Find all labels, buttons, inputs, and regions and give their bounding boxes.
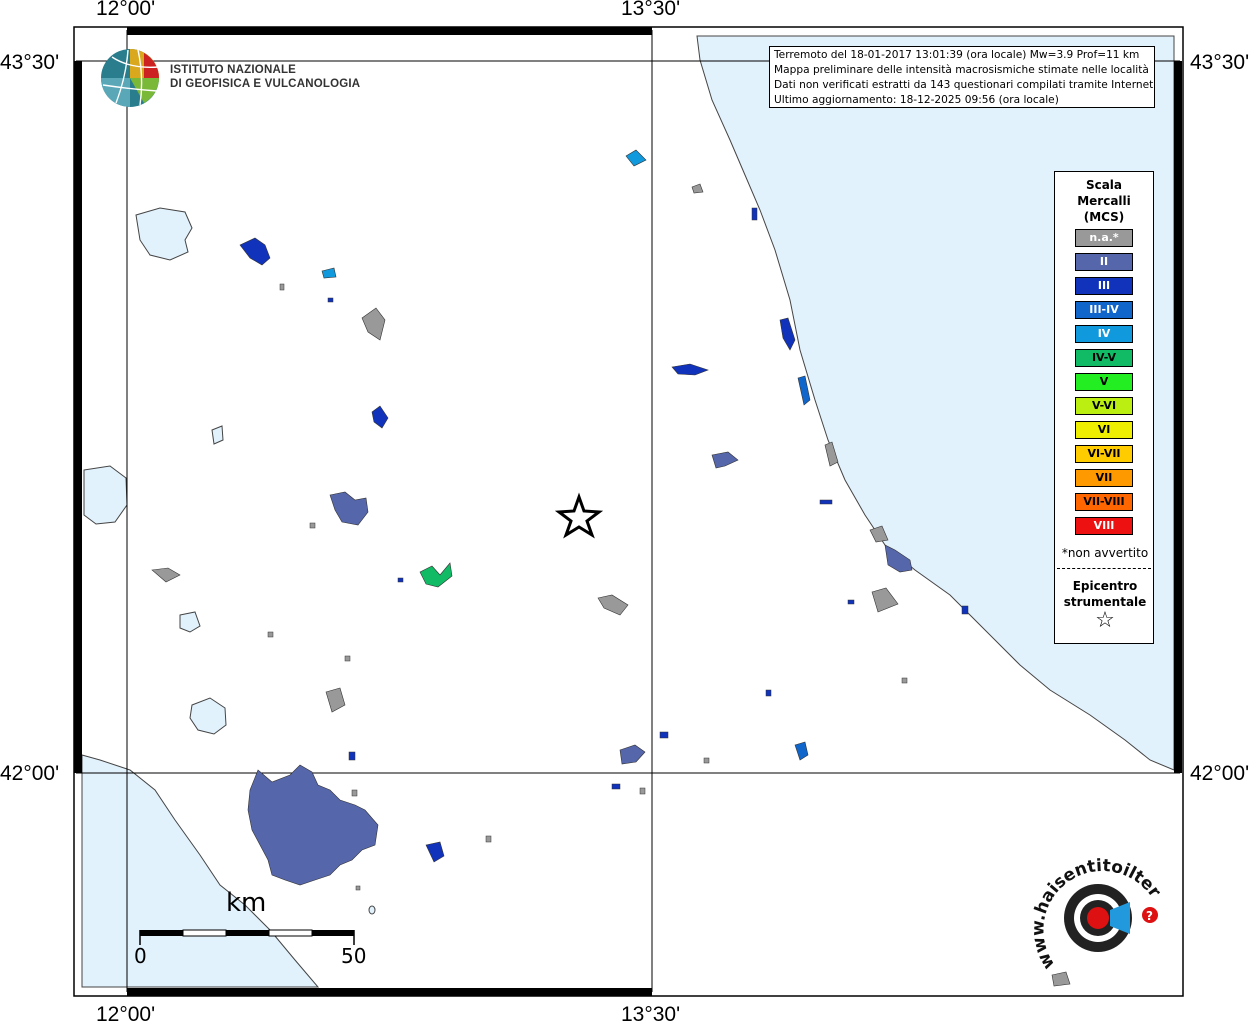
lake-small bbox=[211, 425, 224, 445]
locality-iii-iv-2 bbox=[794, 741, 809, 761]
legend-class-vi-vii: VI-VII bbox=[1075, 445, 1133, 463]
locality-ii-2 bbox=[884, 544, 913, 573]
legend-class-viii: VIII bbox=[1075, 517, 1133, 535]
locality-iv-1 bbox=[625, 149, 647, 167]
scale-start: 0 bbox=[134, 944, 147, 968]
lake-albano bbox=[368, 905, 376, 915]
locality-roma bbox=[247, 764, 379, 886]
legend-title-line3: (MCS) bbox=[1083, 210, 1125, 224]
legend-epicenter-line2: strumentale bbox=[1063, 595, 1147, 609]
legend-class-iii-iv: III-IV bbox=[1075, 301, 1133, 319]
legend-class-iv: IV bbox=[1075, 325, 1133, 343]
frame-bar-bottom-1 bbox=[127, 988, 652, 996]
event-info-line4: Ultimo aggiornamento: 18-12-2025 09:56 (… bbox=[774, 94, 1059, 106]
legend-class-vii: VII bbox=[1075, 469, 1133, 487]
lake-bolsena bbox=[83, 465, 128, 525]
ingv-logo-line1: ISTITUTO NAZIONALE bbox=[170, 64, 297, 76]
ingv-logo bbox=[101, 49, 159, 107]
lake-trasimeno bbox=[135, 207, 193, 261]
lat-label-right-2: 42°00' bbox=[1190, 762, 1250, 785]
tyrrhenian-sea bbox=[81, 754, 320, 988]
localities-small bbox=[327, 207, 969, 790]
ingv-logo-line2: DI GEOFISICA E VULCANOLOGIA bbox=[170, 78, 361, 90]
lake-vico bbox=[179, 611, 201, 633]
locality-ii-4 bbox=[619, 744, 646, 765]
lon-label-top-1: 12°00' bbox=[96, 0, 156, 20]
mcs-legend: Scala Mercalli (MCS) n.a.* II III III-IV IV I… bbox=[1054, 171, 1154, 644]
epicenter-star bbox=[554, 492, 604, 539]
locality-iii-4 bbox=[779, 317, 796, 351]
ingv-logo-text: ISTITUTO NAZIONALE DI GEOFISICA E VULCAN… bbox=[170, 63, 360, 91]
locality-iii-1 bbox=[239, 237, 271, 266]
locality-iv-2 bbox=[321, 267, 337, 279]
locality-iii-2 bbox=[371, 405, 389, 429]
legend-class-v-vi: V-VI bbox=[1075, 397, 1133, 415]
lon-label-bottom-2: 13°30' bbox=[621, 1003, 681, 1026]
scale-end: 50 bbox=[341, 944, 367, 968]
frame-bar-right-1 bbox=[1174, 61, 1182, 773]
haisentito-logo: www.haisentitoilterremoto.it ? bbox=[1030, 855, 1165, 973]
lon-label-top-2: 13°30' bbox=[621, 0, 681, 20]
localities-not-felt bbox=[151, 183, 1071, 987]
legend-title: Scala Mercalli (MCS) bbox=[1055, 177, 1153, 225]
legend-note: *non avvertito bbox=[1061, 546, 1149, 560]
lat-label-right-1: 43°30' bbox=[1190, 51, 1250, 74]
legend-title-line1: Scala bbox=[1085, 178, 1123, 192]
locality-iii-iv-1 bbox=[797, 375, 811, 406]
event-info-line2: Mappa preliminare delle intensità macros… bbox=[774, 64, 1149, 76]
lon-label-bottom-1: 12°00' bbox=[96, 1003, 156, 1026]
lat-label-left-2: 42°00' bbox=[0, 762, 60, 785]
locality-iii-3 bbox=[671, 363, 709, 376]
event-info-box: Terremoto del 18-01-2017 13:01:39 (ora l… bbox=[769, 46, 1155, 108]
legend-epicenter-label: Epicentro strumentale bbox=[1055, 578, 1155, 610]
legend-epicenter-line1: Epicentro bbox=[1072, 579, 1138, 593]
svg-text:?: ? bbox=[1146, 909, 1153, 923]
legend-class-n-a: n.a.* bbox=[1075, 229, 1133, 247]
locality-ii-1 bbox=[329, 491, 369, 526]
event-info-line3: Dati non verificati estratti da 143 ques… bbox=[774, 79, 1155, 91]
lake-bracciano bbox=[189, 697, 227, 735]
scale-unit: km bbox=[226, 888, 267, 918]
legend-epicenter-symbol: ☆ bbox=[1095, 608, 1115, 633]
locality-iii-5 bbox=[425, 841, 445, 863]
localities-specks-grey bbox=[267, 283, 908, 891]
locality-iv-v-1 bbox=[419, 562, 453, 588]
legend-separator bbox=[1057, 568, 1151, 569]
frame-bar-top-1 bbox=[127, 27, 652, 35]
legend-class-v: V bbox=[1075, 373, 1133, 391]
legend-class-ii: II bbox=[1075, 253, 1133, 271]
legend-class-vii-viii: VII-VIII bbox=[1075, 493, 1133, 511]
legend-class-iii: III bbox=[1075, 277, 1133, 295]
lat-label-left-1: 43°30' bbox=[0, 51, 60, 74]
legend-class-vi: VI bbox=[1075, 421, 1133, 439]
scale-bar bbox=[139, 929, 355, 945]
locality-ii-3 bbox=[711, 451, 739, 469]
event-info-line1: Terremoto del 18-01-2017 13:01:39 (ora l… bbox=[774, 49, 1140, 61]
legend-class-iv-v: IV-V bbox=[1075, 349, 1133, 367]
legend-title-line2: Mercalli bbox=[1077, 194, 1131, 208]
frame-bar-left-1 bbox=[74, 61, 82, 773]
